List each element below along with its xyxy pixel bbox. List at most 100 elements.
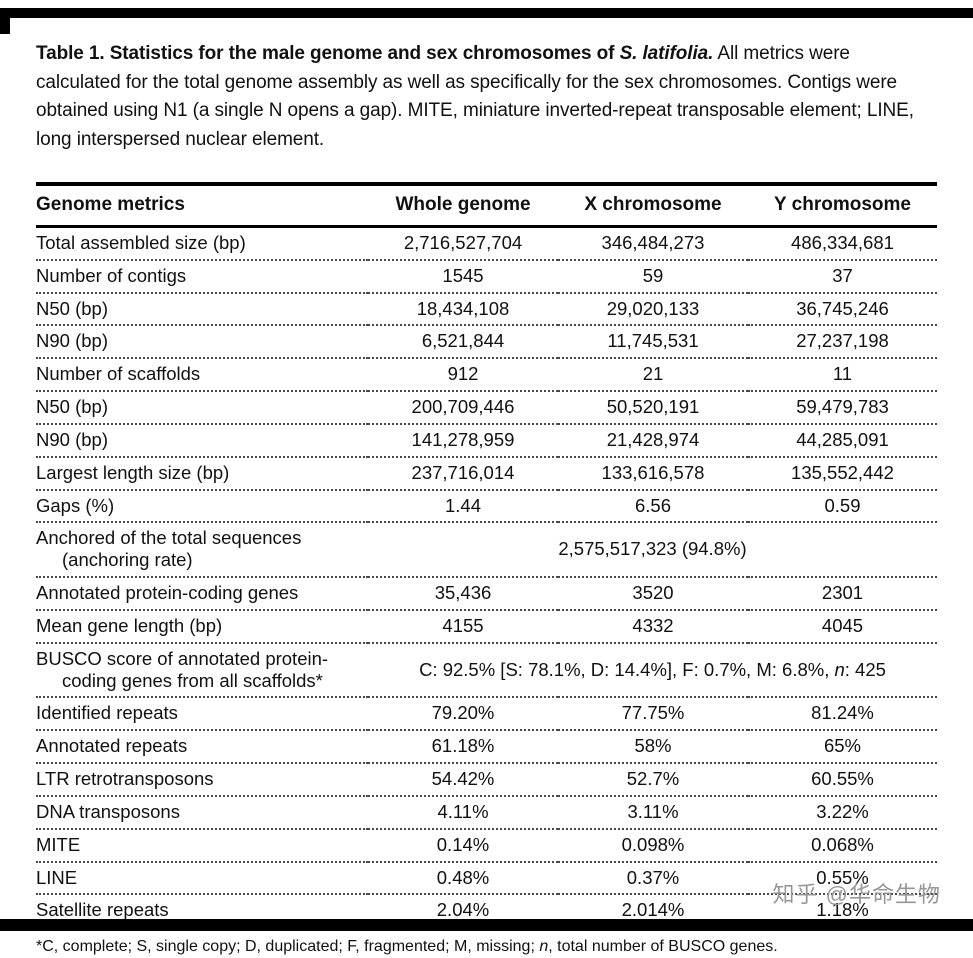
row-value: 4155 — [368, 609, 558, 644]
row-value: 36,745,246 — [748, 292, 937, 327]
row-label: Number of scaffolds — [36, 358, 368, 393]
table-row: LINE 0.48% 0.37% 0.55% — [36, 861, 937, 896]
row-value: 11 — [748, 358, 937, 393]
row-value: 346,484,273 — [558, 226, 748, 261]
row-label: MITE — [36, 828, 368, 863]
row-value: 2,716,527,704 — [368, 226, 558, 261]
row-value: 237,716,014 — [368, 456, 558, 491]
row-label: N50 (bp) — [36, 292, 368, 327]
table-row: Number of scaffolds 912 21 11 — [36, 358, 937, 393]
table-footnote: *C, complete; S, single copy; D, duplica… — [36, 938, 778, 956]
table-caption: Table 1. Statistics for the male genome … — [36, 43, 914, 150]
row-value: 0.37% — [558, 861, 748, 896]
row-label: Annotated repeats — [36, 730, 368, 765]
column-header-whole-genome: Whole genome — [368, 184, 558, 228]
row-label: DNA transposons — [36, 795, 368, 830]
row-value: 59,479,783 — [748, 391, 937, 425]
row-label: Gaps (%) — [36, 489, 368, 524]
row-value: 50,520,191 — [558, 391, 748, 425]
row-value: 65% — [748, 730, 937, 765]
row-label: N90 (bp) — [36, 325, 368, 360]
row-value: 21,428,974 — [558, 423, 748, 458]
row-label: Total assembled size (bp) — [36, 226, 368, 261]
row-value: 133,616,578 — [558, 456, 748, 491]
row-value: 61.18% — [368, 730, 558, 765]
table-row: DNA transposons 4.11% 3.11% 3.22% — [36, 795, 937, 830]
row-label: LINE — [36, 861, 368, 896]
bottom-border-bar — [0, 919, 973, 931]
table-row: Annotated protein-coding genes 35,436 3520… — [36, 577, 937, 611]
row-value: 35,436 — [368, 577, 558, 611]
row-label: Annotated protein-coding genes — [36, 577, 368, 611]
row-value: 1545 — [368, 259, 558, 294]
row-value: 79.20% — [368, 697, 558, 732]
table-row: N50 (bp) 18,434,108 29,020,133 36,745,246 — [36, 292, 937, 327]
table-row: Number of contigs 1545 59 37 — [36, 259, 937, 294]
row-value: 0.068% — [748, 828, 937, 863]
column-header-y-chromosome: Y chromosome — [748, 184, 937, 228]
row-value: 0.14% — [368, 828, 558, 863]
column-header-x-chromosome: X chromosome — [558, 184, 748, 228]
row-value: 0.59 — [748, 489, 937, 524]
row-value: 0.098% — [558, 828, 748, 863]
row-value: 44,285,091 — [748, 423, 937, 458]
table-row: Identified repeats 79.20% 77.75% 81.24% — [36, 697, 937, 732]
table-row: MITE 0.14% 0.098% 0.068% — [36, 828, 937, 863]
header-row: Genome metrics Whole genome X chromosome… — [36, 184, 937, 228]
row-value: 77.75% — [558, 697, 748, 732]
row-value: 4332 — [558, 609, 748, 644]
row-value: 37 — [748, 259, 937, 294]
row-value: 52.7% — [558, 763, 748, 797]
row-label: Identified repeats — [36, 697, 368, 732]
row-label: Largest length size (bp) — [36, 456, 368, 491]
row-value: 21 — [558, 358, 748, 393]
row-value: 3.22% — [748, 795, 937, 830]
table-row: Anchored of the total sequences (anchorin… — [36, 522, 937, 579]
table-row: N90 (bp) 6,521,844 11,745,531 27,237,198 — [36, 325, 937, 360]
table-row: Largest length size (bp) 237,716,014 133,6… — [36, 456, 937, 491]
row-value: 2301 — [748, 577, 937, 611]
row-label: N90 (bp) — [36, 423, 368, 458]
row-label: Anchored of the total sequences (anchorin… — [36, 522, 368, 579]
top-left-notch — [0, 8, 10, 34]
watermark: 知乎 @华命生物 — [772, 882, 941, 907]
row-label: Number of contigs — [36, 259, 368, 294]
row-value: 6.56 — [558, 489, 748, 524]
top-border-bar — [0, 8, 973, 18]
row-value: 0.48% — [368, 861, 558, 896]
row-value: 3.11% — [558, 795, 748, 830]
row-value: 11,745,531 — [558, 325, 748, 360]
table-body: Total assembled size (bp) 2,716,527,704 34… — [36, 226, 937, 929]
row-value: 60.55% — [748, 763, 937, 797]
table-row: N90 (bp) 141,278,959 21,428,974 44,285,091 — [36, 423, 937, 458]
row-label: N50 (bp) — [36, 391, 368, 425]
table-row: Annotated repeats 61.18% 58% 65% — [36, 730, 937, 765]
column-header-genome-metrics: Genome metrics — [36, 184, 368, 228]
row-value: 0.55% — [748, 861, 937, 896]
row-value: 4045 — [748, 609, 937, 644]
table-header: Genome metrics Whole genome X chromosome… — [36, 184, 937, 228]
row-value: 18,434,108 — [368, 292, 558, 327]
table-row: LTR retrotransposons 54.42% 52.7% 60.55% — [36, 763, 937, 797]
row-label: BUSCO score of annotated protein-coding … — [36, 642, 368, 699]
row-value: 81.24% — [748, 697, 937, 732]
row-value: 486,334,681 — [748, 226, 937, 261]
row-value: 27,237,198 — [748, 325, 937, 360]
row-label: LTR retrotransposons — [36, 763, 368, 797]
table-row: Gaps (%) 1.44 6.56 0.59 — [36, 489, 937, 524]
row-value: 135,552,442 — [748, 456, 937, 491]
row-value: 29,020,133 — [558, 292, 748, 327]
row-value: 54.42% — [368, 763, 558, 797]
row-value: 1.44 — [368, 489, 558, 524]
table-row: N50 (bp) 200,709,446 50,520,191 59,479,783 — [36, 391, 937, 425]
row-label: Mean gene length (bp) — [36, 609, 368, 644]
statistics-table: Genome metrics Whole genome X chromosome… — [36, 182, 937, 929]
table-row: BUSCO score of annotated protein-coding … — [36, 642, 937, 699]
row-value: 4.11% — [368, 795, 558, 830]
row-value: 58% — [558, 730, 748, 765]
row-value: 3520 — [558, 577, 748, 611]
table-row: Total assembled size (bp) 2,716,527,704 34… — [36, 226, 937, 261]
row-value: 200,709,446 — [368, 391, 558, 425]
